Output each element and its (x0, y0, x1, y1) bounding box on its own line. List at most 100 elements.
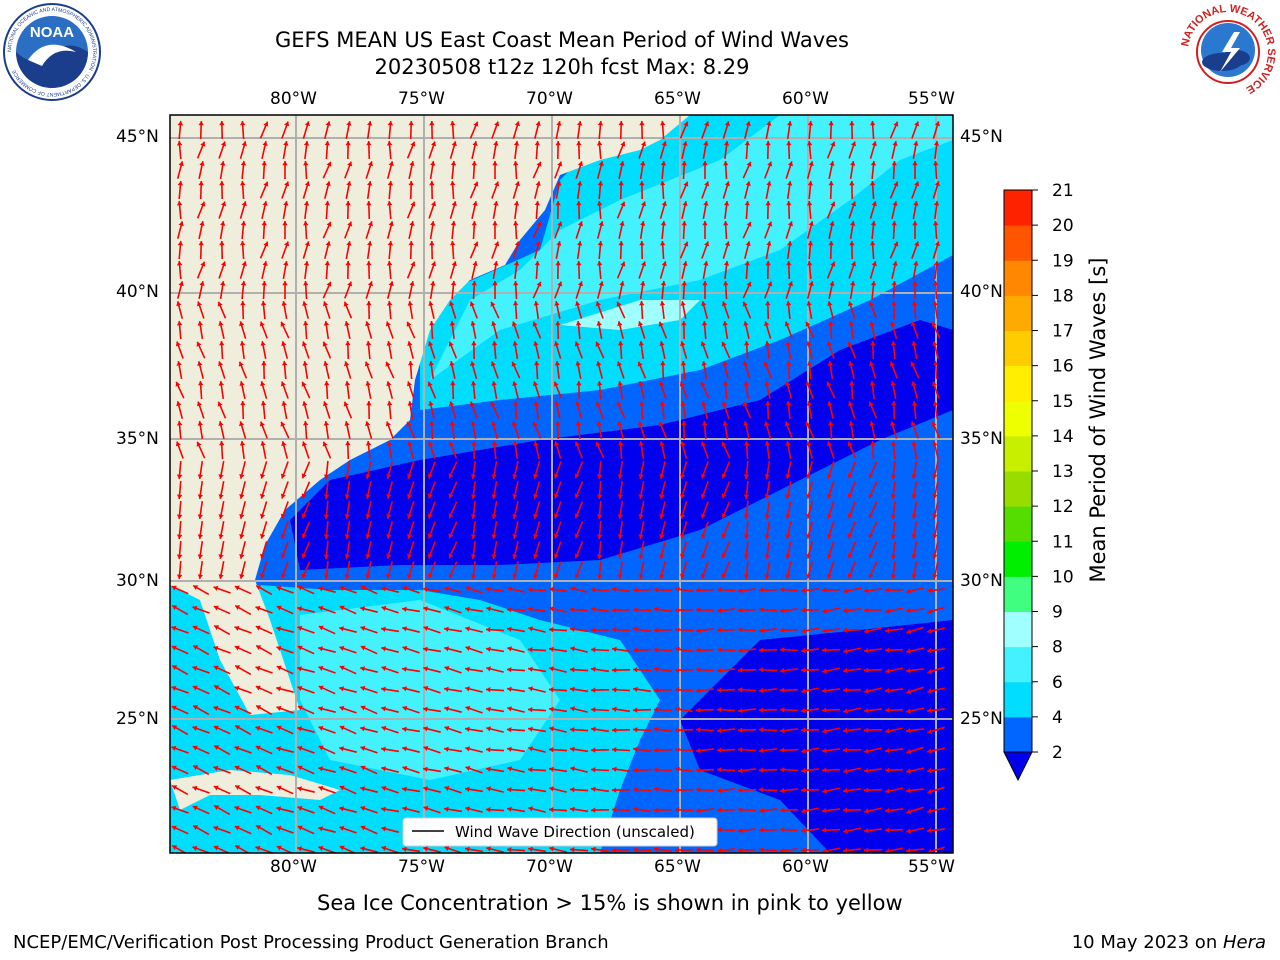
wave-direction-arrowhead (828, 421, 834, 426)
wave-direction-arrowhead (934, 121, 940, 127)
wave-direction-arrowhead (598, 281, 604, 287)
wave-direction-arrowhead (743, 554, 750, 559)
wave-direction-arrowhead (932, 494, 938, 499)
wave-direction-arrowhead (199, 281, 205, 286)
wave-direction-arrowhead (407, 473, 413, 479)
colorbar-tick-label: 13 (1052, 462, 1074, 482)
wave-direction-arrowhead (595, 301, 601, 307)
wave-direction-arrowhead (408, 181, 414, 186)
wave-direction-arrowhead (219, 121, 225, 126)
wave-direction-arrowhead (297, 685, 303, 691)
wave-direction-arrowhead (360, 625, 366, 631)
wave-direction-arrowhead (554, 361, 561, 366)
wave-direction-arrowhead (213, 585, 219, 591)
wave-direction-arrowhead (381, 785, 387, 791)
wave-direction-arrowhead (385, 321, 391, 327)
wave-direction-arrowhead (218, 574, 224, 579)
wave-direction-arrowhead (235, 605, 241, 610)
wave-direction-arrowhead (301, 533, 307, 539)
wave-direction-arrowhead (450, 281, 457, 286)
wave-direction-arrowhead (700, 513, 706, 519)
wave-direction-arrowhead (281, 341, 287, 347)
wave-direction-arrowhead (507, 686, 512, 692)
wave-direction-arrowhead (612, 807, 617, 813)
wave-direction-arrowhead (724, 241, 730, 247)
wave-direction-arrowhead (556, 241, 562, 246)
wave-direction-arrowhead (722, 361, 728, 366)
wave-direction-arrowhead (591, 846, 596, 852)
wave-direction-arrowhead (612, 667, 617, 673)
colorbar-tick-label: 18 (1052, 286, 1074, 306)
wave-direction-arrowhead (805, 381, 811, 387)
wave-direction-arrowhead (471, 281, 477, 286)
wave-direction-arrowhead (535, 121, 541, 126)
wave-direction-arrowhead (577, 121, 583, 126)
wave-direction-arrowhead (549, 646, 554, 652)
wave-direction-arrowhead (801, 607, 806, 613)
wave-direction-arrowhead (617, 534, 623, 539)
wave-direction-arrowhead (536, 221, 542, 227)
wave-direction-arrowhead (780, 767, 785, 773)
wave-direction-arrowhead (765, 401, 771, 406)
chart-title: GEFS MEAN US East Coast Mean Period of W… (275, 28, 849, 52)
wave-direction-arrowhead (297, 846, 302, 852)
wave-direction-arrowhead (214, 685, 220, 690)
wave-direction-arrowhead (638, 381, 644, 386)
wave-direction-arrowhead (318, 706, 323, 712)
wave-direction-arrowhead (717, 747, 722, 753)
wave-direction-arrowhead (890, 514, 897, 519)
wave-direction-arrowhead (451, 141, 457, 147)
wave-direction-arrowhead (574, 493, 580, 499)
wave-direction-arrowhead (241, 141, 247, 147)
wave-direction-arrowhead (219, 181, 225, 186)
wave-direction-arrowhead (528, 666, 533, 672)
wave-direction-arrowhead (828, 121, 834, 126)
wave-direction-arrowhead (533, 513, 539, 519)
wave-direction-arrowhead (746, 281, 752, 287)
wave-direction-arrowhead (696, 807, 701, 814)
wave-direction-arrowhead (494, 121, 500, 127)
wave-direction-arrowhead (555, 141, 561, 146)
wave-direction-arrowhead (263, 121, 269, 127)
wave-direction-arrowhead (451, 261, 457, 267)
wave-direction-arrowhead (241, 261, 247, 267)
wave-direction-arrowhead (260, 341, 266, 346)
wave-direction-arrowhead (934, 181, 940, 187)
wave-direction-arrowhead (785, 401, 792, 406)
wave-direction-arrowhead (514, 241, 520, 247)
wave-direction-arrowhead (409, 221, 415, 226)
wave-direction-arrowhead (470, 574, 477, 579)
wave-direction-arrowhead (864, 628, 869, 634)
wave-direction-arrowhead (850, 161, 856, 166)
wave-direction-arrowhead (221, 201, 227, 207)
wave-direction-arrowhead (347, 281, 353, 287)
wave-direction-arrowhead (591, 647, 596, 653)
wave-direction-arrowhead (303, 261, 310, 266)
wave-direction-arrowhead (260, 301, 267, 306)
wave-direction-arrowhead (198, 181, 204, 186)
wave-direction-arrowhead (849, 241, 855, 246)
wave-direction-arrowhead (827, 361, 833, 366)
colorbar-tick-label: 4 (1052, 708, 1063, 728)
wave-direction-arrowhead (465, 686, 470, 692)
colorbar-tick-label: 15 (1052, 392, 1074, 412)
wave-direction-arrowhead (448, 533, 454, 539)
wave-direction-arrowhead (784, 421, 790, 427)
wave-direction-arrowhead (680, 573, 686, 579)
wave-direction-arrowhead (742, 301, 748, 307)
wave-direction-arrowhead (507, 586, 512, 592)
wave-direction-arrowhead (911, 401, 918, 406)
wave-direction-arrowhead (444, 586, 449, 592)
wave-direction-arrowhead (381, 845, 387, 851)
wave-direction-arrowhead (660, 241, 666, 246)
wave-direction-arrowhead (826, 341, 832, 347)
wave-direction-arrowhead (486, 646, 491, 652)
wave-direction-arrowhead (785, 494, 791, 499)
wave-direction-arrowhead (596, 361, 602, 367)
wave-direction-arrowhead (885, 668, 890, 674)
wave-direction-arrowhead (785, 341, 791, 346)
wave-direction-arrowhead (366, 201, 372, 206)
wave-direction-arrowhead (639, 181, 645, 186)
wave-direction-arrowhead (367, 221, 373, 227)
